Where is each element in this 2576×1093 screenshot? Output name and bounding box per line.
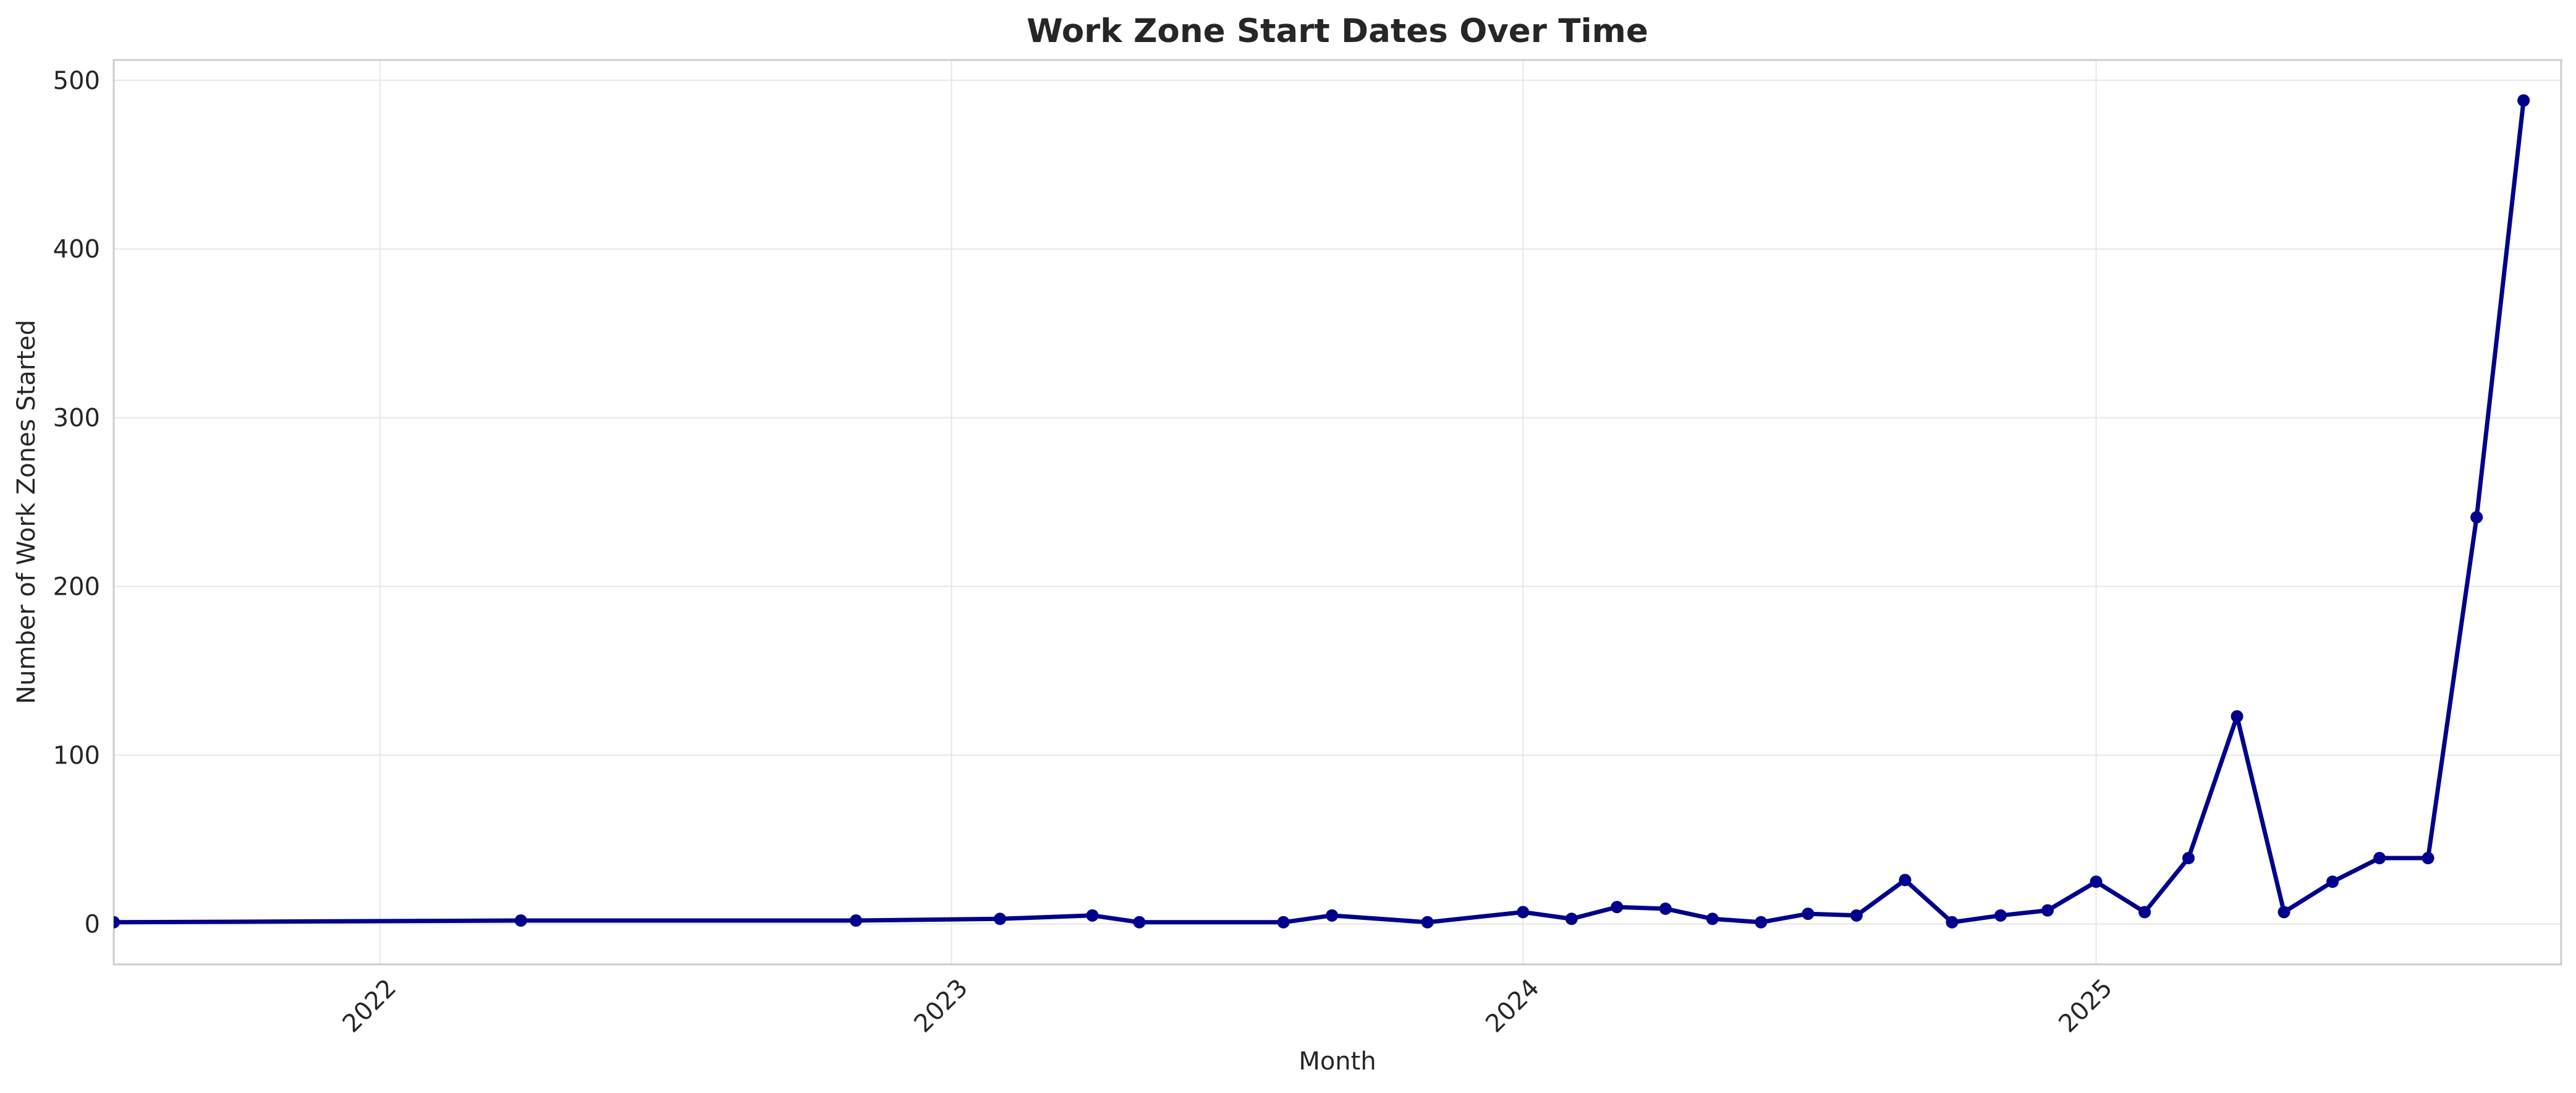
x-axis-label: Month bbox=[1299, 1047, 1376, 1076]
data-point bbox=[1611, 901, 1624, 914]
chart-title: Work Zone Start Dates Over Time bbox=[1027, 12, 1648, 50]
data-point bbox=[1850, 909, 1863, 922]
x-tick-label: 2022 bbox=[337, 974, 402, 1039]
x-tick-labels: 2022 2023 2024 2025 bbox=[337, 974, 2118, 1039]
data-point bbox=[2138, 906, 2151, 919]
data-point bbox=[1277, 916, 1290, 929]
y-axis-label: Number of Work Zones Started bbox=[12, 320, 41, 704]
plot-frame bbox=[112, 59, 2562, 966]
data-point bbox=[2470, 511, 2483, 524]
data-point bbox=[1565, 912, 1578, 925]
data-point bbox=[1326, 909, 1339, 922]
data-point bbox=[1706, 912, 1719, 925]
data-point bbox=[1659, 902, 1672, 915]
data-point bbox=[114, 916, 120, 929]
data-point bbox=[1086, 909, 1099, 922]
y-tick-label: 200 bbox=[53, 573, 100, 602]
data-point bbox=[2373, 852, 2386, 865]
data-point bbox=[1946, 916, 1959, 929]
series-line bbox=[114, 98, 2526, 925]
data-point bbox=[2517, 94, 2530, 107]
data-point bbox=[994, 912, 1007, 925]
data-point bbox=[514, 914, 527, 927]
data-point bbox=[849, 914, 862, 927]
y-tick-label: 400 bbox=[53, 236, 100, 264]
data-point bbox=[1517, 906, 1530, 919]
gridlines bbox=[114, 60, 2561, 964]
data-point bbox=[1802, 908, 1815, 921]
data-point bbox=[2326, 875, 2339, 888]
data-point bbox=[1421, 916, 1434, 929]
data-point bbox=[1899, 874, 1912, 887]
x-tick-label: 2023 bbox=[909, 974, 973, 1039]
data-point bbox=[2041, 904, 2054, 917]
data-point bbox=[2182, 852, 2195, 865]
data-point bbox=[2277, 906, 2290, 919]
x-tick-label: 2024 bbox=[1480, 974, 1545, 1039]
y-tick-label: 100 bbox=[53, 742, 100, 770]
y-tick-label: 0 bbox=[85, 910, 100, 938]
series-layer bbox=[114, 94, 2530, 929]
y-tick-label: 300 bbox=[53, 404, 100, 433]
data-point bbox=[1994, 909, 2007, 922]
data-point bbox=[2231, 710, 2243, 723]
data-point bbox=[1755, 916, 1768, 929]
y-tick-labels: 0 100 200 300 400 500 bbox=[53, 67, 100, 939]
y-tick-label: 500 bbox=[53, 67, 100, 95]
data-point bbox=[2090, 875, 2103, 888]
x-tick-label: 2025 bbox=[2053, 974, 2118, 1039]
data-point bbox=[1133, 916, 1146, 929]
data-point bbox=[2421, 852, 2434, 865]
